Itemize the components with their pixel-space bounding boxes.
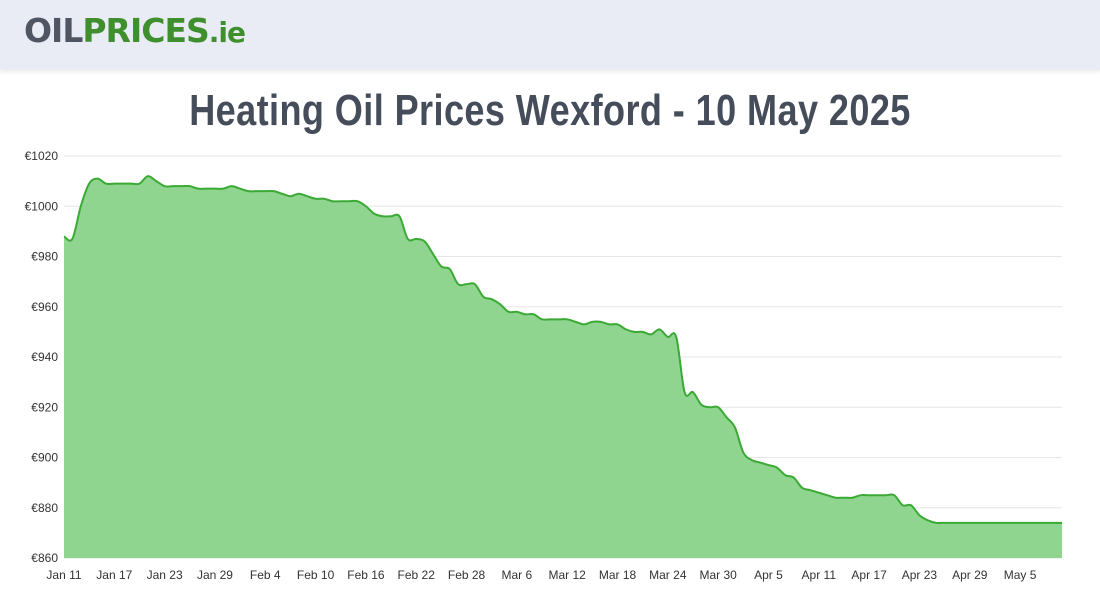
- x-tick-label: Mar 12: [549, 568, 587, 582]
- y-tick-label: €1020: [25, 149, 59, 163]
- price-area-fill: [64, 176, 1062, 559]
- x-tick-label: Feb 4: [250, 568, 281, 582]
- x-tick-label: Feb 22: [398, 568, 436, 582]
- top-bar: OILPRICES.ie: [0, 0, 1100, 70]
- x-tick-label: Mar 30: [699, 568, 737, 582]
- x-tick-label: Apr 11: [802, 568, 837, 582]
- price-line: [63, 175, 1062, 525]
- y-tick-label: €920: [31, 400, 58, 414]
- x-tick-label: Jan 17: [96, 568, 132, 582]
- y-tick-label: €860: [31, 551, 58, 565]
- x-tick-label: Apr 23: [902, 568, 938, 582]
- x-tick-label: Feb 28: [448, 568, 486, 582]
- logo-text-oil: OIL: [24, 11, 83, 50]
- y-tick-label: €980: [31, 250, 58, 264]
- y-axis-ticks: €860 €880 €900 €920 €940 €960 €980 €1000 €1020: [25, 149, 59, 565]
- series-area: [63, 175, 1062, 559]
- x-tick-label: Jan 23: [147, 568, 183, 582]
- y-tick-label: €1000: [25, 199, 59, 213]
- x-tick-label: Feb 10: [297, 568, 335, 582]
- x-tick-label: Mar 6: [502, 568, 533, 582]
- x-axis-ticks: Jan 11 Jan 17 Jan 23 Jan 29 Feb 4 Feb 10 Feb 1…: [46, 568, 1036, 582]
- x-tick-label: Apr 5: [754, 568, 783, 582]
- x-tick-label: Jan 29: [197, 568, 233, 582]
- site-logo[interactable]: OILPRICES.ie: [24, 11, 246, 50]
- x-tick-label: Jan 11: [46, 568, 81, 582]
- x-tick-label: Feb 16: [347, 568, 385, 582]
- x-tick-label: Apr 29: [952, 568, 988, 582]
- y-tick-label: €940: [31, 350, 58, 364]
- price-area-chart: €860 €880 €900 €920 €940 €960 €980 €1000 €1020 J…: [25, 149, 1062, 582]
- x-tick-label: Apr 17: [851, 568, 887, 582]
- logo-text-ie: .ie: [208, 16, 246, 49]
- page-title: Heating Oil Prices Wexford - 10 May 2025: [189, 86, 911, 135]
- x-tick-label: May 5: [1004, 568, 1037, 582]
- logo-text-prices: PRICES: [82, 11, 209, 50]
- x-tick-label: Mar 18: [599, 568, 637, 582]
- y-tick-label: €900: [31, 451, 58, 465]
- y-tick-label: €880: [31, 501, 58, 515]
- x-tick-label: Mar 24: [649, 568, 687, 582]
- y-tick-label: €960: [31, 300, 58, 314]
